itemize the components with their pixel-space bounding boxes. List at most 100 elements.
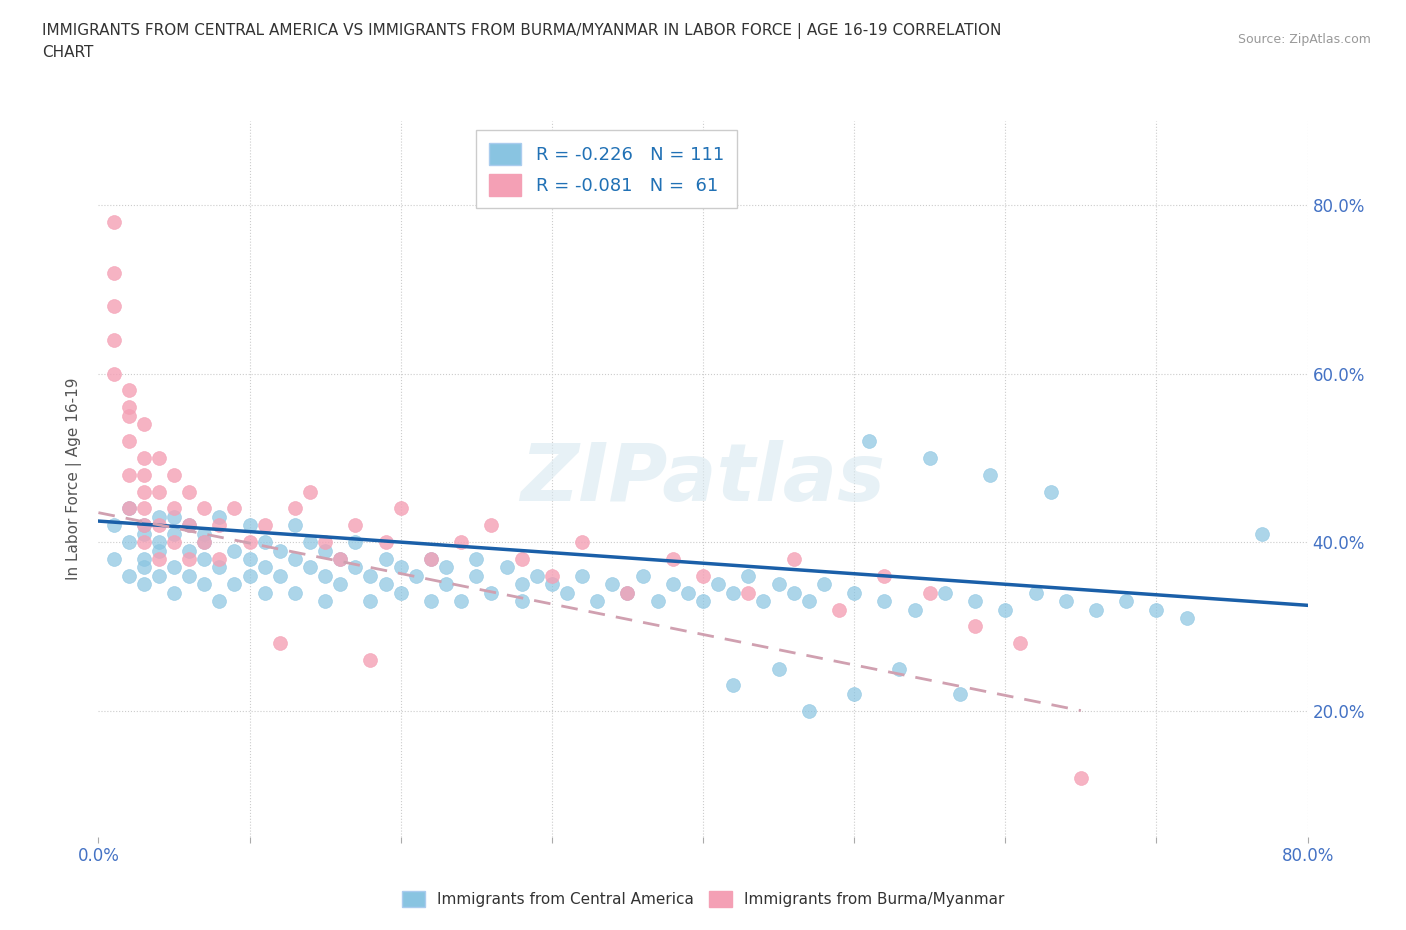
- Point: [284, 501, 307, 516]
- Point: [360, 568, 382, 583]
- Point: [284, 551, 307, 566]
- Point: [329, 577, 352, 591]
- Point: [692, 568, 714, 583]
- Point: [132, 417, 155, 432]
- Point: [661, 551, 683, 566]
- Point: [344, 560, 367, 575]
- Point: [329, 551, 352, 566]
- Point: [1070, 771, 1092, 786]
- Point: [873, 568, 896, 583]
- Point: [723, 678, 745, 693]
- Point: [299, 485, 322, 499]
- Y-axis label: In Labor Force | Age 16-19: In Labor Force | Age 16-19: [66, 378, 83, 580]
- Point: [253, 560, 276, 575]
- Point: [797, 703, 820, 718]
- Point: [329, 551, 352, 566]
- Point: [148, 485, 170, 499]
- Point: [148, 535, 170, 550]
- Point: [616, 585, 638, 600]
- Point: [1085, 602, 1108, 617]
- Point: [676, 585, 699, 600]
- Point: [783, 551, 806, 566]
- Point: [374, 535, 396, 550]
- Point: [132, 501, 155, 516]
- Point: [118, 408, 141, 423]
- Point: [994, 602, 1017, 617]
- Point: [224, 577, 246, 591]
- Point: [253, 518, 276, 533]
- Point: [465, 568, 488, 583]
- Point: [132, 526, 155, 541]
- Point: [132, 535, 155, 550]
- Point: [571, 535, 593, 550]
- Point: [1115, 593, 1137, 608]
- Point: [949, 686, 972, 701]
- Point: [540, 568, 562, 583]
- Point: [723, 585, 745, 600]
- Point: [193, 526, 215, 541]
- Point: [873, 593, 896, 608]
- Point: [132, 518, 155, 533]
- Point: [193, 535, 215, 550]
- Point: [510, 593, 533, 608]
- Point: [344, 518, 367, 533]
- Point: [374, 551, 396, 566]
- Point: [118, 501, 141, 516]
- Point: [979, 467, 1001, 482]
- Point: [661, 577, 683, 591]
- Point: [526, 568, 548, 583]
- Point: [450, 593, 472, 608]
- Point: [179, 518, 201, 533]
- Point: [163, 526, 186, 541]
- Point: [555, 585, 578, 600]
- Point: [844, 686, 866, 701]
- Point: [797, 593, 820, 608]
- Legend: Immigrants from Central America, Immigrants from Burma/Myanmar: Immigrants from Central America, Immigra…: [395, 884, 1011, 913]
- Point: [934, 585, 956, 600]
- Point: [103, 333, 125, 348]
- Point: [224, 543, 246, 558]
- Point: [179, 543, 201, 558]
- Point: [602, 577, 624, 591]
- Point: [1144, 602, 1167, 617]
- Point: [420, 551, 443, 566]
- Point: [540, 577, 562, 591]
- Point: [193, 577, 215, 591]
- Point: [616, 585, 638, 600]
- Point: [1054, 593, 1077, 608]
- Legend: R = -0.226   N = 111, R = -0.081   N =  61: R = -0.226 N = 111, R = -0.081 N = 61: [477, 130, 737, 208]
- Point: [103, 366, 125, 381]
- Point: [918, 585, 941, 600]
- Point: [179, 518, 201, 533]
- Point: [118, 568, 141, 583]
- Text: Source: ZipAtlas.com: Source: ZipAtlas.com: [1237, 33, 1371, 46]
- Point: [132, 577, 155, 591]
- Point: [360, 593, 382, 608]
- Point: [163, 510, 186, 525]
- Point: [1039, 485, 1062, 499]
- Point: [299, 560, 322, 575]
- Point: [269, 636, 291, 651]
- Point: [1010, 636, 1032, 651]
- Point: [586, 593, 609, 608]
- Point: [193, 535, 215, 550]
- Point: [103, 215, 125, 230]
- Point: [208, 551, 231, 566]
- Point: [904, 602, 927, 617]
- Point: [208, 593, 231, 608]
- Point: [239, 535, 262, 550]
- Point: [752, 593, 775, 608]
- Point: [163, 535, 186, 550]
- Point: [495, 560, 517, 575]
- Point: [193, 551, 215, 566]
- Point: [179, 568, 201, 583]
- Point: [1024, 585, 1046, 600]
- Point: [163, 501, 186, 516]
- Point: [239, 518, 262, 533]
- Point: [163, 585, 186, 600]
- Point: [965, 619, 987, 634]
- Point: [253, 535, 276, 550]
- Point: [269, 543, 291, 558]
- Point: [118, 535, 141, 550]
- Point: [132, 485, 155, 499]
